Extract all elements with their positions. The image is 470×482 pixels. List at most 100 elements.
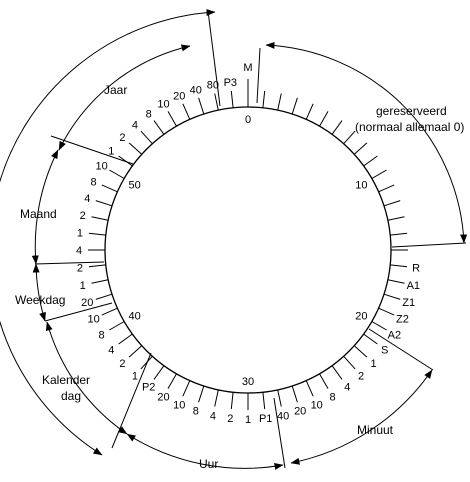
boundary-line bbox=[34, 261, 105, 265]
second-tick bbox=[91, 279, 109, 284]
second-tick bbox=[109, 169, 125, 179]
tick-label: 4 bbox=[210, 410, 216, 422]
tick-label: 20 bbox=[294, 406, 306, 418]
second-tick bbox=[153, 120, 165, 135]
tick-label: 8 bbox=[99, 330, 105, 342]
second-tick bbox=[109, 321, 125, 331]
reserved-label-line1: gereserveerd bbox=[376, 104, 447, 118]
second-tick bbox=[378, 184, 395, 193]
boundary-line bbox=[256, 47, 261, 104]
tick-label: 40 bbox=[190, 84, 202, 96]
second-tick bbox=[363, 333, 378, 345]
second-tick bbox=[167, 373, 177, 389]
second-tick bbox=[319, 111, 329, 127]
second-tick bbox=[277, 93, 282, 111]
tick-label: 8 bbox=[146, 108, 152, 120]
tick-label: 2 bbox=[358, 371, 364, 383]
tick-label: 1 bbox=[245, 414, 251, 426]
tick-label: 4 bbox=[84, 193, 90, 205]
tick-label: 2 bbox=[227, 413, 233, 425]
second-tick bbox=[291, 385, 298, 403]
tick-label: A1 bbox=[407, 280, 420, 292]
second-tick bbox=[319, 373, 329, 389]
reserved-label-line2: (normaal allemaal 0) bbox=[355, 120, 464, 134]
second-tick bbox=[383, 200, 401, 207]
tick-label: 8 bbox=[193, 406, 199, 418]
tick-label: 1 bbox=[371, 358, 377, 370]
tick-label: 10 bbox=[95, 161, 107, 173]
second-tick bbox=[128, 345, 143, 358]
second-tick bbox=[363, 155, 378, 167]
tick-label: 20 bbox=[81, 297, 93, 309]
tick-label: 20 bbox=[157, 391, 169, 403]
calendar-label-line2: dag bbox=[61, 389, 81, 403]
tick-label: 1 bbox=[77, 227, 83, 239]
boundary-line bbox=[207, 10, 221, 107]
second-tick bbox=[390, 264, 408, 268]
second-tick bbox=[230, 90, 234, 108]
tick-label: Z1 bbox=[402, 297, 415, 309]
tick-label: 4 bbox=[76, 245, 82, 257]
second-tick bbox=[91, 216, 109, 221]
reserved-arrow bbox=[265, 41, 468, 244]
tick-label: 40 bbox=[277, 410, 289, 422]
tick-label: 20 bbox=[355, 311, 367, 323]
tick-label: 8 bbox=[91, 176, 97, 188]
second-tick bbox=[262, 90, 266, 108]
weekday-label: Weekdag bbox=[15, 293, 65, 307]
tick-label: P1 bbox=[259, 413, 272, 425]
region-labels: Jaar Maand Weekdag Kalender dag Uur Minu… bbox=[15, 83, 464, 471]
tick-label: 50 bbox=[128, 180, 140, 192]
boundary-line bbox=[368, 328, 434, 371]
second-tick bbox=[331, 120, 343, 135]
tick-label: 10 bbox=[173, 399, 185, 411]
tick-label: 1 bbox=[132, 371, 138, 383]
month-label: Maand bbox=[20, 207, 57, 221]
second-tick bbox=[182, 380, 191, 397]
second-tick bbox=[305, 103, 314, 120]
tick-label: 4 bbox=[132, 119, 138, 131]
tick-label: 4 bbox=[108, 344, 114, 356]
second-tick bbox=[387, 216, 405, 221]
second-tick bbox=[153, 365, 165, 380]
month-arrow bbox=[31, 149, 59, 265]
tick-label: P3 bbox=[224, 77, 237, 89]
minute-label: Minuut bbox=[357, 423, 394, 437]
tick-label: 4 bbox=[344, 382, 350, 394]
tick-label: Z2 bbox=[396, 314, 409, 326]
second-tick bbox=[95, 293, 113, 300]
second-tick bbox=[371, 169, 387, 179]
second-tick bbox=[291, 97, 298, 115]
boundary-line bbox=[273, 397, 286, 469]
outer-span-arrow bbox=[0, 9, 216, 456]
second-tick bbox=[88, 232, 106, 236]
second-tick bbox=[353, 345, 368, 358]
second-tick bbox=[390, 232, 408, 236]
second-tick bbox=[331, 365, 343, 380]
second-tick bbox=[277, 389, 282, 407]
year-label: Jaar bbox=[104, 83, 127, 97]
hour-label: Uur bbox=[199, 457, 218, 471]
second-tick bbox=[214, 93, 219, 111]
tick-label: 10 bbox=[355, 180, 367, 192]
second-tick bbox=[214, 389, 219, 407]
tick-label: A2 bbox=[388, 330, 401, 342]
second-tick bbox=[88, 264, 106, 268]
boundary-lines bbox=[34, 10, 467, 469]
boundary-line bbox=[111, 352, 152, 449]
second-tick bbox=[343, 130, 356, 145]
second-tick bbox=[387, 279, 405, 284]
second-tick bbox=[305, 380, 314, 397]
second-tick bbox=[383, 293, 401, 300]
tick-label: 10 bbox=[157, 99, 169, 111]
second-tick bbox=[101, 184, 118, 193]
region-arrows bbox=[0, 9, 468, 470]
second-tick bbox=[371, 321, 387, 331]
second-tick bbox=[198, 385, 205, 403]
second-tick bbox=[95, 200, 113, 207]
second-dial-circle bbox=[104, 106, 392, 394]
tick-label: 30 bbox=[242, 376, 254, 388]
tick-label: 10 bbox=[311, 399, 323, 411]
second-tick bbox=[182, 103, 191, 120]
